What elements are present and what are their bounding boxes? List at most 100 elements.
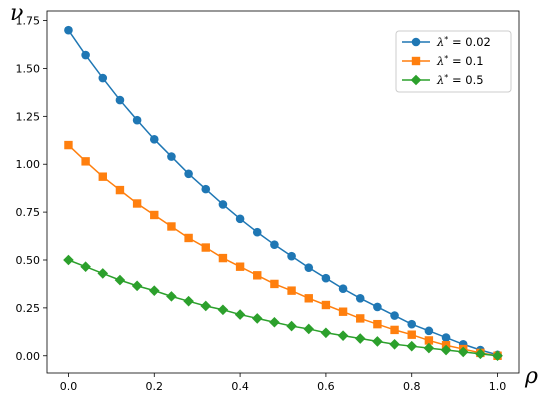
data-point [80,261,91,272]
data-point [441,333,451,342]
legend-entry-2: λ* = 0.1 [402,54,484,68]
y-tick-label: 1.00 [16,158,41,171]
data-point [457,346,469,358]
data-point [167,152,176,161]
data-point [320,327,332,339]
data-point [356,314,365,323]
x-tick-label: 0.4 [231,380,249,393]
data-point [150,210,159,220]
data-point [286,320,297,332]
data-point [390,311,399,320]
y-axis-title: ν [10,1,23,26]
legend-box [395,30,512,93]
data-point [373,319,382,329]
y-axis-ticks: 0.00 0.25 0.50 0.75 1.00 1.25 1.50 1.75 [16,15,47,363]
data-point [184,169,193,179]
legend-value: 0.02 [465,35,491,49]
y-tick-label: 1.25 [16,110,41,123]
data-point [201,243,210,252]
y-tick-label: 0.00 [16,350,41,363]
data-point [252,227,262,237]
legend-symbol: λ [436,73,444,87]
data-point [321,300,331,310]
x-axis-ticks: 0.0 0.2 0.4 0.6 0.8 1.0 [60,373,506,393]
legend-marker [411,37,421,47]
data-point [200,300,212,312]
data-point [406,340,418,352]
x-axis-title: ρ [524,364,538,389]
data-point [81,157,90,166]
x-tick-label: 0.6 [317,380,335,393]
data-point [407,319,417,329]
legend-label: λ* = 0.5 [436,73,484,87]
data-point [64,140,73,150]
data-point [424,326,434,336]
legend-symbol: λ [436,35,444,49]
legend-label: λ* = 0.1 [436,54,484,68]
legend-symbol: λ [436,54,444,68]
data-point [115,185,125,195]
legend-entry-1: λ* = 0.02 [402,35,491,49]
data-point [132,199,142,208]
y-tick-label: 1.50 [16,62,41,75]
y-tick-label: 1.75 [16,15,41,28]
data-point [337,330,349,341]
data-point [251,313,263,324]
data-point [234,309,246,320]
data-point [390,325,399,335]
data-point [304,294,313,303]
series-1 [64,25,502,360]
data-point [218,200,228,209]
data-point [287,251,296,261]
data-point [355,294,365,303]
data-point [235,214,245,224]
data-point [115,95,125,105]
data-point [287,286,296,295]
data-point [338,307,348,316]
series-3 [63,254,503,362]
data-point [424,336,434,345]
data-point [269,316,280,328]
series-layer [63,25,503,362]
x-tick-label: 0.8 [403,380,421,393]
data-point [253,271,262,280]
data-point [114,274,126,286]
data-point [270,240,279,249]
data-point [217,304,229,316]
data-point [98,73,108,83]
data-point [304,263,314,272]
data-point [97,268,109,279]
x-tick-label: 0.0 [60,380,78,393]
y-tick-label: 0.75 [16,206,41,219]
data-point [407,330,416,339]
y-tick-label: 0.25 [16,302,41,315]
y-tick-label: 0.50 [16,254,41,267]
legend-label: λ* = 0.02 [436,35,491,49]
data-point [354,333,366,344]
data-point [166,291,177,302]
data-point [321,273,331,283]
data-point [63,254,74,266]
data-point [81,50,90,60]
data-point [184,233,193,243]
data-point [389,338,400,350]
data-point [492,350,503,362]
data-point [373,302,382,312]
data-point [131,280,143,292]
data-point [148,285,160,296]
data-point [270,279,279,289]
data-point [183,295,194,307]
data-point [303,323,315,335]
legend-value: 0.5 [465,73,483,87]
legend-value: 0.1 [465,54,483,68]
data-point [132,115,142,125]
x-tick-label: 0.2 [146,380,164,393]
data-point [64,25,73,35]
data-point [149,135,159,144]
data-point [98,172,107,181]
data-point [218,253,228,263]
data-point [440,344,452,356]
legend-entry-3: λ* = 0.5 [402,73,484,87]
data-point [338,284,348,294]
